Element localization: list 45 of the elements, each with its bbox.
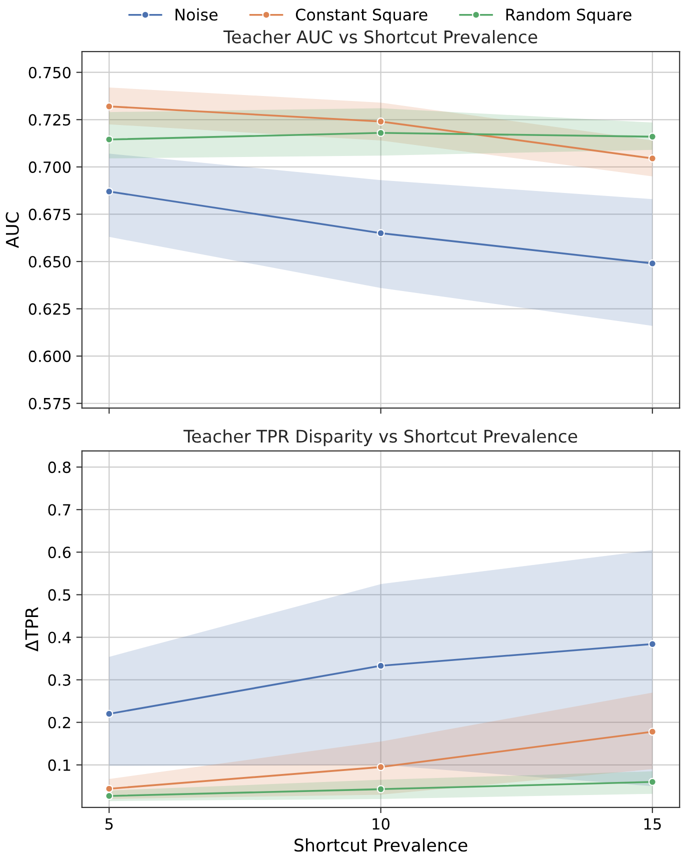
legend-label: Constant Square: [296, 8, 428, 24]
y-tick-label: 0.600: [28, 350, 71, 362]
x-tick-label: 15: [644, 818, 661, 830]
point: [105, 135, 114, 144]
legend-label: Noise: [176, 8, 218, 21]
point: [648, 728, 656, 736]
chart-title: Teacher AUC vs Shortcut Prevalence: [223, 30, 538, 44]
y-tick-label: 0.2: [48, 716, 70, 728]
point: [376, 763, 385, 772]
chart-title: Teacher TPR Disparity vs Shortcut Prevalence: [183, 429, 578, 446]
y-axis-title: AUC: [6, 212, 19, 248]
y-tick-label: 0.1: [48, 759, 70, 771]
y-tick-label: 0.700: [28, 161, 71, 173]
y-tick-label: 0.575: [28, 398, 70, 410]
y-tick-label: 0.7: [48, 504, 70, 516]
y-tick-label: 0.750: [28, 66, 71, 78]
y-tick-label: 0.650: [28, 256, 71, 268]
x-tick-label: 5: [105, 818, 113, 830]
point: [105, 792, 114, 800]
y-axis-title: ΔTPR: [25, 607, 38, 652]
y-tick-label: 0.5: [48, 589, 70, 601]
y-tick-label: 0.725: [28, 114, 70, 126]
y-tick-label: 0.3: [48, 674, 70, 686]
point: [648, 154, 656, 162]
point: [648, 640, 656, 648]
point: [376, 128, 385, 137]
point: [105, 187, 114, 196]
y-tick-label: 0.625: [28, 303, 70, 315]
y-tick-label: 0.8: [48, 462, 70, 474]
point: [648, 778, 656, 786]
point: [105, 710, 114, 718]
point: [105, 784, 114, 793]
point: [376, 662, 385, 670]
point: [648, 259, 656, 268]
point: [376, 229, 385, 238]
x-tick-label: 10: [372, 818, 390, 830]
point: [376, 118, 385, 126]
y-tick-label: 0.4: [48, 632, 71, 644]
x-axis-title: Shortcut Prevalence: [294, 838, 468, 852]
point: [105, 102, 114, 110]
legend-label: Random Square: [506, 8, 632, 24]
point: [648, 132, 656, 141]
y-tick-label: 0.6: [48, 546, 71, 558]
point: [376, 785, 385, 794]
y-tick-label: 0.675: [28, 208, 70, 220]
